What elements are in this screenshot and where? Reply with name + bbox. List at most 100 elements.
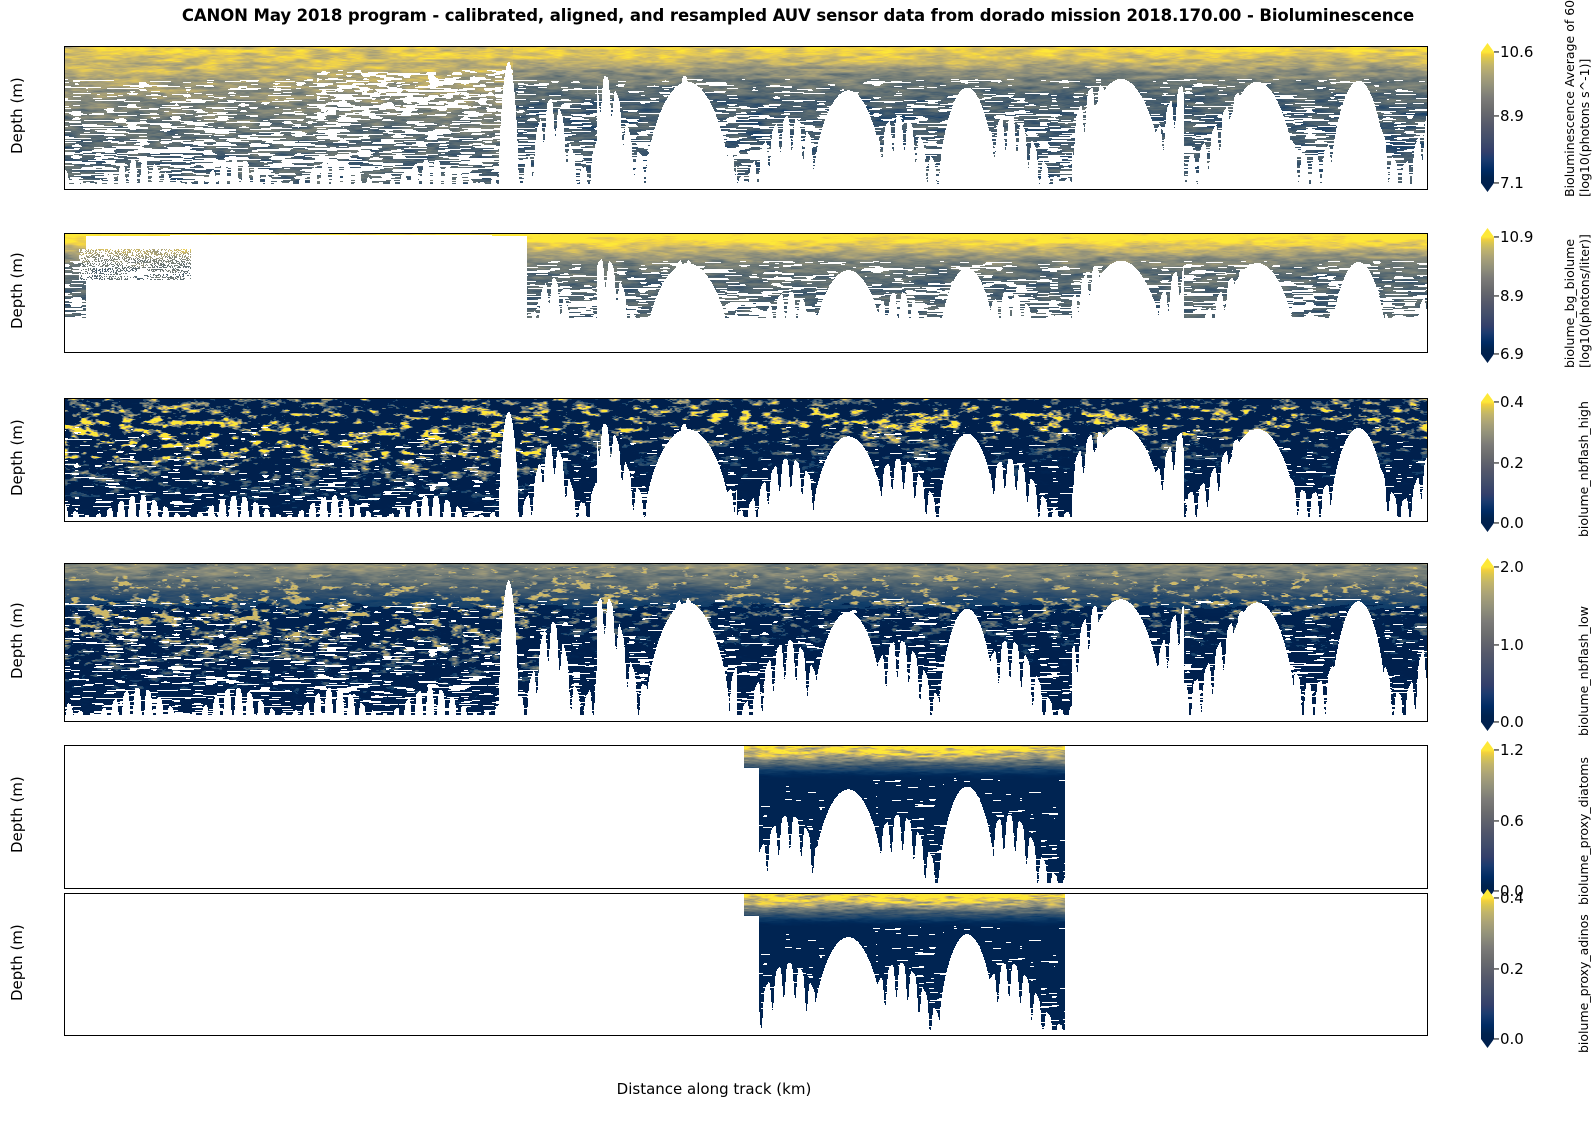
colorbar-tick-mark: [1494, 749, 1499, 751]
x-tick-mark: [904, 1035, 905, 1036]
colorbar-tick-label: 0.0: [1500, 1030, 1524, 1048]
y-tick-label: 100: [64, 942, 65, 960]
colorbar-tick-mark: [1494, 182, 1499, 184]
y-tick-label: 150: [64, 464, 65, 482]
colorbar-over-arrow: [1481, 889, 1494, 898]
colorbar-tick-label: 8.9: [1500, 286, 1524, 305]
colorbar-label-units: [log10(photons s^-1)]: [1577, 58, 1592, 197]
colorbar-tick-label: 1.0: [1500, 635, 1524, 654]
y-axis-label: Depth (m): [8, 77, 26, 154]
y-tick-label: 0: [64, 46, 65, 56]
colorbar-tick-label: 10.9: [1500, 228, 1534, 246]
plot-area-biolume_proxy_diatoms[interactable]: 0 50 100 150 200 250: [64, 745, 1428, 889]
colorbar-tick-label: 10.6: [1500, 43, 1534, 61]
y-tick-label: 100: [64, 440, 65, 458]
y-tick-label: 250: [64, 182, 65, 190]
colorbar-tick-mark: [1494, 522, 1499, 524]
x-tick-mark: [64, 1035, 65, 1036]
y-tick-label: 0: [64, 398, 65, 408]
plot-inner-biolume_nbflash_low: [65, 564, 1427, 721]
colorbar-tick-label: 6.9: [1500, 345, 1524, 363]
y-tick-label: 50: [64, 766, 65, 784]
y-tick-label: 100: [64, 96, 65, 114]
colorbar-under-arrow: [1481, 722, 1494, 731]
y-tick-label: 200: [64, 682, 65, 700]
plot-area-Bioluminescence Average of 60Hz data[interactable]: 0 50 100 150 200 250: [64, 46, 1428, 190]
colorbar-tick-label: 8.9: [1500, 106, 1524, 125]
y-tick-label: 200: [64, 153, 65, 171]
colorbar-tick-mark: [1494, 236, 1499, 238]
y-tick-label: 250: [64, 714, 65, 722]
colorbar-label: biolume_proxy_diatoms: [1576, 757, 1591, 905]
x-axis-label: Distance along track (km): [616, 1080, 812, 1098]
x-tick-label: 80: [1175, 1035, 1194, 1036]
colorbar-tick-mark: [1494, 819, 1499, 822]
plot-inner-Bioluminescence Average of 60Hz data: [65, 47, 1427, 189]
colorbar-label: Bioluminescence Average of 60Hz data: [1562, 0, 1577, 197]
colorbar-tick-label: 0.0: [1500, 514, 1524, 532]
plot-inner-biolume_proxy_diatoms: [65, 746, 1427, 888]
plot-area-biolume_proxy_adinos[interactable]: 050100150200250020406080: [64, 893, 1428, 1036]
colorbar-over-arrow: [1481, 393, 1494, 402]
x-tick-label: 20: [335, 1035, 354, 1036]
y-tick-label: 250: [64, 514, 65, 522]
plot-area-biolume_bg_biolume[interactable]: 0 50 100 150 200 250: [64, 233, 1428, 353]
y-tick-label: 150: [64, 650, 65, 668]
colorbar-tick-label: 0.2: [1500, 453, 1524, 472]
y-tick-label: 0: [64, 563, 65, 573]
y-tick-label: 150: [64, 297, 65, 315]
colorbar-tick-label: 0.0: [1500, 713, 1524, 731]
colorbar-label: biolume_bg_biolume: [1562, 238, 1577, 368]
y-tick-label: 200: [64, 999, 65, 1017]
colorbar-tick-mark: [1494, 566, 1499, 568]
plot-inner-biolume_nbflash_high: [65, 399, 1427, 521]
y-tick-label: 200: [64, 321, 65, 339]
colorbar-label: biolume_nbflash_high: [1576, 401, 1591, 537]
y-tick-label: 50: [64, 587, 65, 605]
colorbar-tick-mark: [1494, 115, 1499, 117]
y-tick-label: 100: [64, 619, 65, 637]
colorbar-tick-label: 0.4: [1500, 889, 1524, 907]
colorbar-label-units: [log10(photons/liter)]: [1577, 234, 1592, 368]
y-axis-label: Depth (m): [8, 776, 26, 853]
colorbar-tick-label: 2.0: [1500, 558, 1524, 576]
y-tick-label: 150: [64, 124, 65, 142]
heatmap-biolume_nbflash_low: [65, 564, 1427, 721]
heatmap-biolume_nbflash_high: [65, 399, 1427, 521]
y-axis-label: Depth (m): [8, 601, 26, 679]
colorbar-label: biolume_nbflash_low: [1576, 606, 1591, 736]
x-tick-label: 60: [895, 1035, 914, 1036]
colorbar-over-arrow: [1481, 43, 1494, 52]
colorbar-tick-mark: [1494, 897, 1499, 899]
colorbar-gradient: [1481, 52, 1494, 183]
y-tick-label: 150: [64, 971, 65, 989]
plot-area-biolume_nbflash_low[interactable]: 0 50 100 150 200 250: [64, 563, 1428, 722]
y-tick-label: 0: [64, 233, 65, 243]
colorbar-under-arrow: [1481, 183, 1494, 192]
x-tick-mark: [1184, 1035, 1185, 1036]
colorbar-tick-mark: [1494, 294, 1499, 297]
y-tick-label: 250: [64, 345, 65, 353]
y-tick-label: 50: [64, 249, 65, 267]
colorbar-tick-mark: [1494, 401, 1499, 403]
y-axis-label: Depth (m): [8, 923, 26, 1001]
colorbar-tick-label: 0.6: [1500, 811, 1524, 830]
colorbar-tick-mark: [1494, 643, 1499, 646]
x-tick-mark: [624, 1035, 625, 1036]
plot-inner-biolume_bg_biolume: [65, 234, 1427, 352]
plot-area-biolume_nbflash_high[interactable]: 0 50 100 150 200 250: [64, 398, 1428, 522]
y-tick-label: 50: [64, 914, 65, 932]
colorbar-over-arrow: [1481, 228, 1494, 237]
y-tick-label: 200: [64, 852, 65, 870]
x-tick-mark: [344, 1035, 345, 1036]
page-title: CANON May 2018 program - calibrated, ali…: [181, 6, 1415, 25]
colorbar-tick-mark: [1494, 461, 1499, 464]
colorbar-over-arrow: [1481, 558, 1494, 567]
colorbar-gradient: [1481, 402, 1494, 523]
colorbar-tick-mark: [1494, 890, 1499, 892]
plot-inner-biolume_proxy_adinos: [65, 894, 1427, 1035]
y-tick-label: 200: [64, 489, 65, 507]
colorbar-under-arrow: [1481, 1039, 1494, 1048]
colorbar-over-arrow: [1481, 741, 1494, 750]
